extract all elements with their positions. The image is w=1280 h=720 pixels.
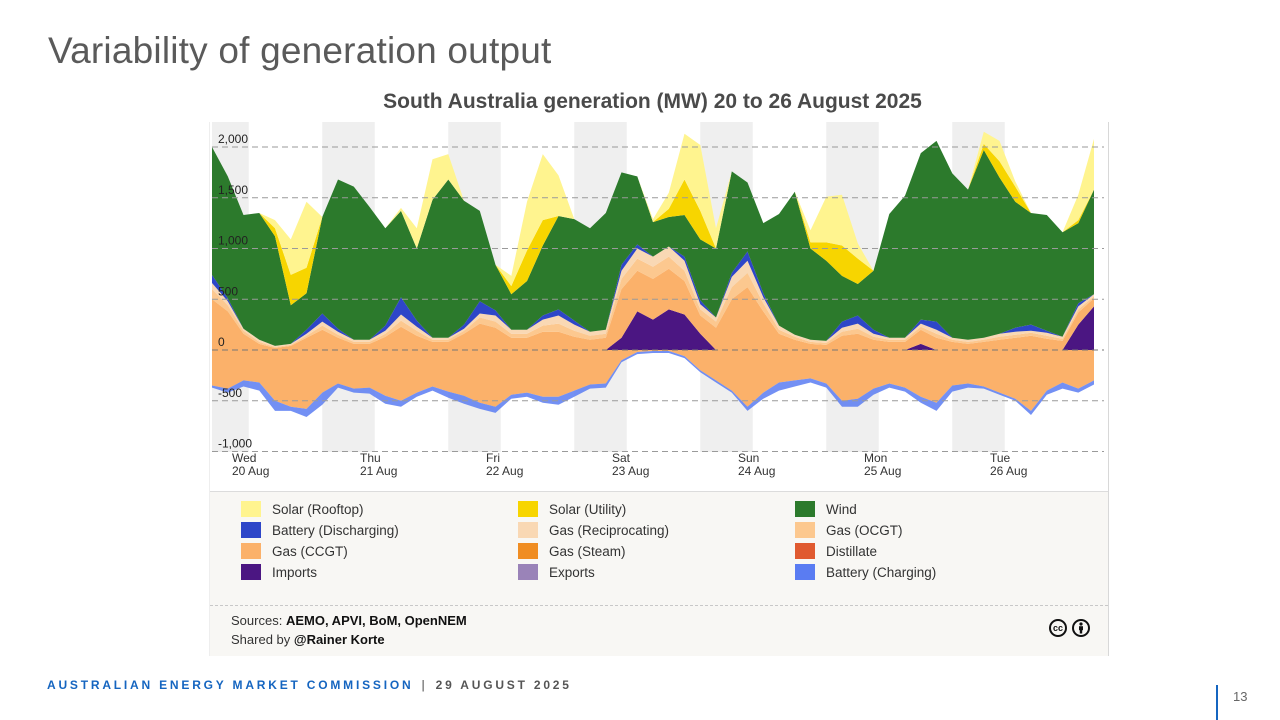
legend-swatch bbox=[518, 564, 538, 580]
legend-item: Exports bbox=[518, 563, 595, 581]
legend-swatch bbox=[241, 522, 261, 538]
legend-swatch bbox=[518, 543, 538, 559]
legend-label: Gas (OCGT) bbox=[826, 522, 903, 538]
page-number-bar bbox=[1216, 685, 1218, 720]
legend-label: Solar (Utility) bbox=[549, 501, 627, 517]
legend-label: Gas (Steam) bbox=[549, 543, 626, 559]
series-area-gas-ocgt- bbox=[212, 256, 1094, 348]
legend-swatch bbox=[241, 501, 261, 517]
x-tick-date: 22 Aug bbox=[486, 464, 523, 478]
x-tick-day: Fri bbox=[486, 451, 500, 465]
legend-item: Gas (OCGT) bbox=[795, 521, 903, 539]
sources-line: Sources: AEMO, APVI, BoM, OpenNEM bbox=[231, 613, 467, 628]
x-tick-day: Wed bbox=[232, 451, 256, 465]
legend-label: Distillate bbox=[826, 543, 878, 559]
y-tick-label: 500 bbox=[218, 284, 238, 298]
legend-item: Gas (Reciprocating) bbox=[518, 521, 669, 539]
legend-swatch bbox=[518, 501, 538, 517]
legend-item: Solar (Utility) bbox=[518, 500, 626, 518]
y-tick-label: 1,000 bbox=[218, 234, 248, 248]
x-tick-date: 25 Aug bbox=[864, 464, 901, 478]
x-tick-day: Mon bbox=[864, 451, 887, 465]
creative-commons-icon: cc bbox=[1049, 619, 1067, 637]
legend-label: Battery (Discharging) bbox=[272, 522, 399, 538]
slide-title: Variability of generation output bbox=[48, 30, 552, 71]
footer-org: AUSTRALIAN ENERGY MARKET COMMISSION bbox=[47, 678, 414, 692]
sources-value: AEMO, APVI, BoM, OpenNEM bbox=[285, 613, 467, 628]
x-tick-date: 20 Aug bbox=[232, 464, 269, 478]
legend-swatch bbox=[241, 543, 261, 559]
x-tick-date: 26 Aug bbox=[990, 464, 1027, 478]
shared-by-value: @Rainer Korte bbox=[293, 632, 385, 647]
footer-separator: | bbox=[421, 678, 428, 692]
legend-label: Battery (Charging) bbox=[826, 564, 937, 580]
legend-item: Gas (Steam) bbox=[518, 542, 626, 560]
y-tick-label: -1,000 bbox=[218, 437, 252, 451]
footer: AUSTRALIAN ENERGY MARKET COMMISSION | 29 A… bbox=[47, 678, 572, 692]
sources-box: Sources: AEMO, APVI, BoM, OpenNEM Shared… bbox=[210, 606, 1108, 656]
x-tick-date: 24 Aug bbox=[738, 464, 775, 478]
legend-item: Solar (Rooftop) bbox=[241, 500, 364, 518]
legend-swatch bbox=[795, 501, 815, 517]
series-area-battery-charging bbox=[212, 351, 1094, 417]
legend-divider bbox=[210, 605, 1108, 606]
series-area-gas-ccgt- bbox=[212, 268, 1094, 350]
legend-item: Battery (Charging) bbox=[795, 563, 936, 581]
legend-swatch bbox=[518, 522, 538, 538]
chart-panel: 2,000 1,500 1,000 500 0 -500 -1,000 Wed 20 Aug Th… bbox=[209, 122, 1109, 656]
legend-item: Imports bbox=[241, 563, 317, 581]
legend-item: Gas (CCGT) bbox=[241, 542, 348, 560]
legend-swatch bbox=[241, 564, 261, 580]
negative-offset-area bbox=[212, 350, 1094, 411]
shared-by-label: Shared by bbox=[231, 632, 291, 647]
sources-label: Sources: bbox=[231, 613, 283, 628]
series-area-solar-rooftop- bbox=[212, 131, 1094, 287]
y-tick-label: 1,500 bbox=[218, 183, 248, 197]
legend-swatch bbox=[795, 522, 815, 538]
series-area-solar-utility- bbox=[212, 140, 1094, 306]
series-area-gas-reciprocating- bbox=[212, 246, 1094, 347]
legend-label: Gas (CCGT) bbox=[272, 543, 348, 559]
legend-label: Solar (Rooftop) bbox=[272, 501, 364, 517]
legend-item: Distillate bbox=[795, 542, 877, 560]
x-tick-day: Sat bbox=[612, 451, 631, 465]
license-icons: cc bbox=[1049, 619, 1090, 637]
attribution-icon bbox=[1072, 619, 1090, 637]
x-tick-day: Sun bbox=[738, 451, 759, 465]
y-tick-label: 2,000 bbox=[218, 132, 248, 146]
legend-label: Imports bbox=[272, 564, 318, 580]
legend-swatch bbox=[795, 564, 815, 580]
y-tick-label: 0 bbox=[218, 335, 225, 349]
x-tick-day: Thu bbox=[360, 451, 381, 465]
x-tick-date: 23 Aug bbox=[612, 464, 649, 478]
series-area-wind bbox=[212, 140, 1094, 346]
legend-item: Battery (Discharging) bbox=[241, 521, 399, 539]
shared-by-line: Shared by @Rainer Korte bbox=[231, 632, 385, 647]
page-number: 13 bbox=[1233, 689, 1248, 704]
legend-label: Exports bbox=[549, 564, 595, 580]
y-tick-label: -500 bbox=[218, 386, 242, 400]
series-area-imports bbox=[212, 306, 1094, 350]
x-tick-date: 21 Aug bbox=[360, 464, 397, 478]
x-tick-day: Tue bbox=[990, 451, 1011, 465]
series-area-battery-discharging- bbox=[212, 244, 1094, 346]
legend-label: Gas (Reciprocating) bbox=[549, 522, 670, 538]
legend-item: Wind bbox=[795, 500, 857, 518]
footer-date: 29 AUGUST 2025 bbox=[435, 678, 572, 692]
legend-swatch bbox=[795, 543, 815, 559]
legend-label: Wind bbox=[826, 501, 857, 517]
chart-title: South Australia generation (MW) 20 to 26… bbox=[383, 90, 922, 113]
chart-legend: Solar (Rooftop) Solar (Utility) Wind Batter… bbox=[210, 491, 1108, 606]
